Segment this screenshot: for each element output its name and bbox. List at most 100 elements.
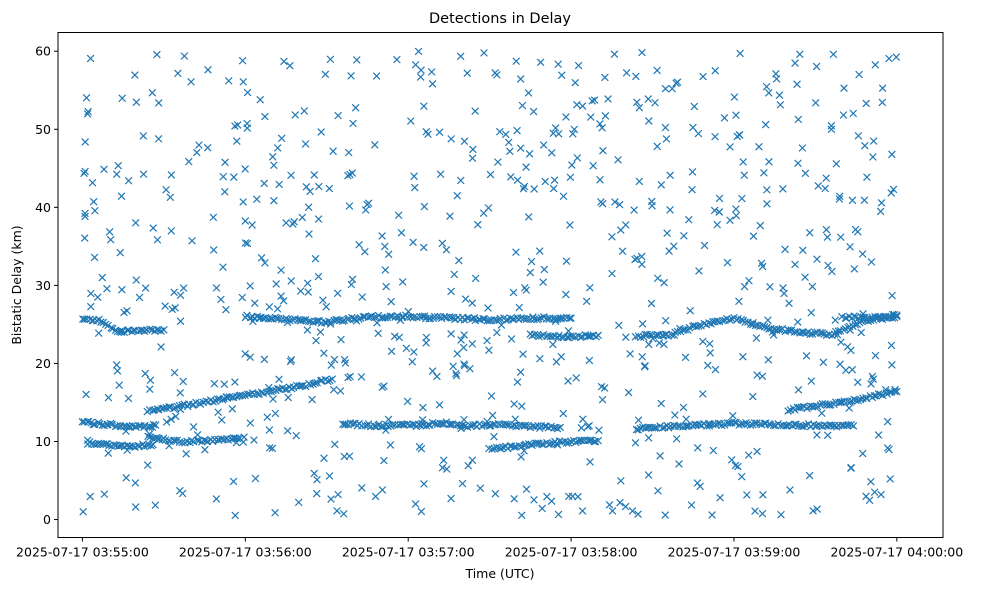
track-point <box>841 314 850 322</box>
clutter-point <box>450 270 459 279</box>
clutter-point <box>761 120 770 129</box>
data-points <box>78 47 901 520</box>
track-point <box>594 331 603 340</box>
track-point <box>535 332 543 341</box>
track-point <box>676 422 684 431</box>
clutter-point <box>653 274 662 283</box>
clutter-point <box>480 49 488 57</box>
clutter-point <box>316 328 325 336</box>
clutter-point <box>468 154 477 162</box>
clutter-point <box>179 377 188 386</box>
clutter-point <box>380 242 389 251</box>
clutter-point <box>599 146 607 155</box>
y-tick-label: 10 <box>35 434 51 449</box>
track-point <box>273 314 281 323</box>
clutter-point <box>139 170 148 179</box>
clutter-point <box>131 503 140 511</box>
clutter-point <box>264 383 273 392</box>
clutter-point <box>794 159 802 168</box>
clutter-point <box>833 330 842 339</box>
clutter-point <box>320 349 328 357</box>
clutter-point <box>785 299 793 308</box>
clutter-point <box>549 340 557 349</box>
track-point <box>735 421 743 429</box>
clutter-point <box>303 326 312 334</box>
clutter-point <box>517 511 526 520</box>
track-point <box>89 316 98 325</box>
clutter-point <box>124 394 133 403</box>
clutter-point <box>141 284 150 292</box>
clutter-point <box>471 274 480 283</box>
clutter-point <box>118 285 126 294</box>
track-point <box>110 440 118 449</box>
clutter-point <box>393 55 401 64</box>
clutter-point <box>547 148 556 157</box>
clutter-point <box>570 125 579 134</box>
clutter-point <box>438 463 447 472</box>
clutter-point <box>851 225 860 234</box>
track-point <box>146 422 155 431</box>
clutter-point <box>540 265 549 274</box>
clutter-point <box>657 399 666 408</box>
clutter-point <box>275 375 283 384</box>
clutter-point <box>644 117 653 125</box>
clutter-point <box>176 291 185 300</box>
clutter-point <box>573 154 582 162</box>
clutter-point <box>447 494 455 503</box>
clutter-point <box>693 479 702 487</box>
clutter-point <box>268 152 277 161</box>
track-point <box>784 407 792 415</box>
track-point <box>849 422 858 430</box>
clutter-point <box>346 170 354 179</box>
clutter-point <box>887 189 896 197</box>
clutter-point <box>117 328 126 337</box>
clutter-point <box>132 98 141 107</box>
clutter-point <box>81 209 89 218</box>
track-point <box>583 436 592 445</box>
clutter-point <box>122 473 131 482</box>
clutter-point <box>333 506 341 515</box>
clutter-point <box>559 409 568 418</box>
clutter-point <box>453 191 462 200</box>
clutter-point <box>868 372 877 381</box>
clutter-point <box>520 446 528 455</box>
clutter-point <box>298 213 307 222</box>
clutter-point <box>526 268 535 277</box>
clutter-point <box>222 393 231 401</box>
clutter-point <box>476 484 485 493</box>
y-axis-label: Bistatic Delay (km) <box>9 225 24 344</box>
clutter-point <box>786 486 794 494</box>
clutter-point <box>608 507 617 515</box>
track-point <box>243 390 252 399</box>
clutter-point <box>287 171 295 180</box>
track-point <box>566 332 575 340</box>
clutter-point <box>513 176 522 185</box>
clutter-point <box>287 277 296 285</box>
clutter-point <box>679 403 688 412</box>
clutter-point <box>837 338 845 347</box>
clutter-point <box>148 88 157 97</box>
clutter-point <box>154 135 163 143</box>
clutter-point <box>88 178 97 187</box>
clutter-point <box>115 381 124 389</box>
track-point <box>312 317 320 326</box>
clutter-point <box>870 488 879 496</box>
clutter-point <box>822 225 831 234</box>
clutter-point <box>358 293 367 301</box>
track-point <box>277 315 286 324</box>
track-point <box>874 390 883 398</box>
clutter-point <box>239 198 248 206</box>
clutter-point <box>411 60 420 69</box>
clutter-point <box>813 431 821 439</box>
clutter-point <box>888 291 896 300</box>
track-point <box>737 315 746 324</box>
clutter-point <box>543 492 551 501</box>
clutter-point <box>201 445 209 454</box>
clutter-point <box>779 185 787 193</box>
track-point <box>717 421 726 430</box>
clutter-point <box>260 355 269 364</box>
clutter-point <box>562 113 570 121</box>
clutter-point <box>660 278 668 287</box>
clutter-point <box>304 203 313 212</box>
clutter-point <box>735 297 743 306</box>
